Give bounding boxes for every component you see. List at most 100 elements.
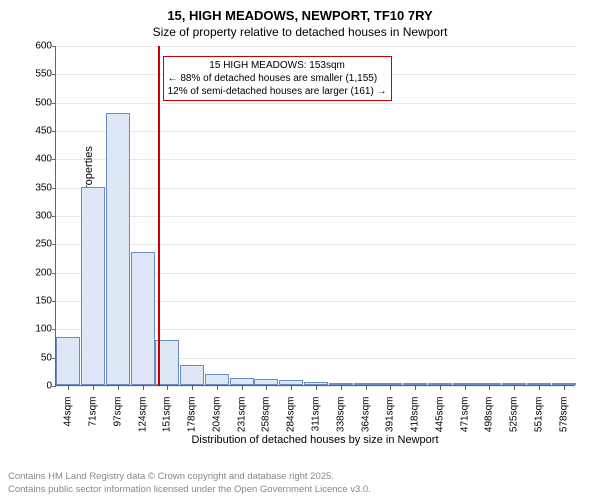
y-tick-mark xyxy=(52,301,56,302)
y-tick-mark xyxy=(52,244,56,245)
y-tick-label: 300 xyxy=(22,211,52,222)
x-tick-label: 151sqm xyxy=(162,397,173,437)
y-tick-mark xyxy=(52,216,56,217)
x-tick-label: 311sqm xyxy=(311,397,322,437)
histogram-bar xyxy=(205,374,229,385)
x-tick-label: 578sqm xyxy=(558,397,569,437)
histogram-bar xyxy=(477,383,501,385)
page-title: 15, HIGH MEADOWS, NEWPORT, TF10 7RY xyxy=(0,0,600,23)
x-tick-label: 204sqm xyxy=(211,397,222,437)
x-tick-mark xyxy=(291,386,292,390)
y-tick-mark xyxy=(52,131,56,132)
x-tick-label: 498sqm xyxy=(484,397,495,437)
grid-line xyxy=(56,159,576,160)
histogram-bar xyxy=(552,383,576,385)
x-tick-mark xyxy=(242,386,243,390)
y-tick-label: 450 xyxy=(22,126,52,137)
x-tick-label: 97sqm xyxy=(112,397,123,437)
y-tick-label: 500 xyxy=(22,97,52,108)
histogram-bar xyxy=(230,378,254,385)
x-tick-mark xyxy=(93,386,94,390)
x-tick-label: 525sqm xyxy=(509,397,520,437)
x-tick-label: 551sqm xyxy=(533,397,544,437)
annotation-line: 15 HIGH MEADOWS: 153sqm xyxy=(168,59,387,72)
property-marker-line xyxy=(158,46,160,386)
histogram-bar xyxy=(453,383,477,385)
x-tick-mark xyxy=(539,386,540,390)
annotation-line: 12% of semi-detached houses are larger (… xyxy=(168,85,387,98)
y-tick-label: 600 xyxy=(22,41,52,52)
histogram-bar xyxy=(81,187,105,385)
histogram-bar xyxy=(329,383,353,385)
y-tick-label: 350 xyxy=(22,182,52,193)
y-tick-mark xyxy=(52,329,56,330)
x-tick-mark xyxy=(564,386,565,390)
footer-line-1: Contains HM Land Registry data © Crown c… xyxy=(8,471,371,483)
histogram-bar xyxy=(131,252,155,385)
grid-line xyxy=(56,46,576,47)
x-tick-label: 471sqm xyxy=(459,397,470,437)
histogram-bar xyxy=(502,383,526,385)
y-tick-label: 0 xyxy=(22,381,52,392)
histogram-bar xyxy=(106,113,130,385)
grid-line xyxy=(56,103,576,104)
y-tick-label: 550 xyxy=(22,69,52,80)
x-tick-label: 364sqm xyxy=(360,397,371,437)
y-tick-mark xyxy=(52,159,56,160)
histogram-bar xyxy=(527,383,551,385)
x-tick-label: 178sqm xyxy=(187,397,198,437)
footer-line-2: Contains public sector information licen… xyxy=(8,484,371,496)
histogram-bar xyxy=(254,379,278,385)
x-tick-label: 231sqm xyxy=(236,397,247,437)
y-tick-mark xyxy=(52,103,56,104)
y-tick-mark xyxy=(52,74,56,75)
x-tick-mark xyxy=(316,386,317,390)
x-tick-label: 44sqm xyxy=(63,397,74,437)
annotation-box: 15 HIGH MEADOWS: 153sqm← 88% of detached… xyxy=(163,56,392,101)
grid-line xyxy=(56,216,576,217)
x-tick-mark xyxy=(143,386,144,390)
histogram-bar xyxy=(403,383,427,385)
x-tick-mark xyxy=(217,386,218,390)
histogram-bar xyxy=(279,380,303,385)
page-subtitle: Size of property relative to detached ho… xyxy=(0,23,600,39)
y-tick-mark xyxy=(52,46,56,47)
x-tick-label: 445sqm xyxy=(434,397,445,437)
x-tick-mark xyxy=(390,386,391,390)
histogram-bar xyxy=(180,365,204,385)
x-tick-mark xyxy=(192,386,193,390)
grid-line xyxy=(56,188,576,189)
x-tick-mark xyxy=(266,386,267,390)
histogram-bar xyxy=(354,383,378,385)
x-tick-mark xyxy=(514,386,515,390)
y-tick-label: 400 xyxy=(22,154,52,165)
grid-line xyxy=(56,244,576,245)
y-tick-label: 100 xyxy=(22,324,52,335)
x-tick-label: 338sqm xyxy=(335,397,346,437)
x-tick-label: 391sqm xyxy=(385,397,396,437)
histogram-chart: Number of detached properties 0501001502… xyxy=(55,46,575,416)
x-axis-label: Distribution of detached houses by size … xyxy=(55,434,575,446)
x-tick-label: 284sqm xyxy=(286,397,297,437)
grid-line xyxy=(56,131,576,132)
x-tick-mark xyxy=(366,386,367,390)
x-tick-mark xyxy=(465,386,466,390)
x-tick-mark xyxy=(118,386,119,390)
annotation-line: ← 88% of detached houses are smaller (1,… xyxy=(168,72,387,85)
histogram-bar xyxy=(56,337,80,385)
x-tick-label: 258sqm xyxy=(261,397,272,437)
y-tick-label: 150 xyxy=(22,296,52,307)
y-tick-label: 250 xyxy=(22,239,52,250)
y-tick-mark xyxy=(52,188,56,189)
x-tick-label: 418sqm xyxy=(410,397,421,437)
x-tick-mark xyxy=(415,386,416,390)
x-tick-mark xyxy=(341,386,342,390)
x-tick-mark xyxy=(167,386,168,390)
footer-attribution: Contains HM Land Registry data © Crown c… xyxy=(8,471,371,496)
histogram-bar xyxy=(378,383,402,385)
x-tick-label: 124sqm xyxy=(137,397,148,437)
x-tick-label: 71sqm xyxy=(88,397,99,437)
x-tick-mark xyxy=(68,386,69,390)
y-tick-label: 50 xyxy=(22,352,52,363)
x-tick-mark xyxy=(440,386,441,390)
